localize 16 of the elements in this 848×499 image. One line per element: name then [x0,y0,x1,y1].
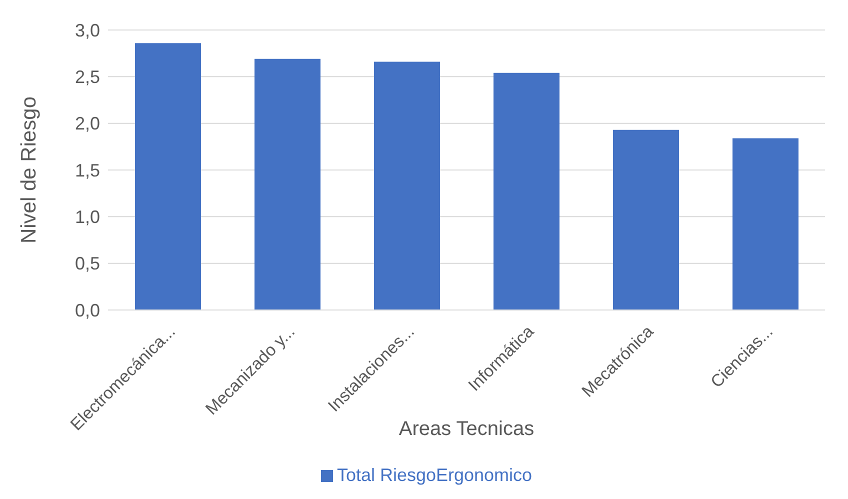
bar [613,130,679,310]
bar [135,43,201,310]
x-axis-title: Areas Tecnicas [398,418,534,440]
y-tick-label: 1,5 [74,160,100,180]
y-axis-title: Nivel de Riesgo [17,96,40,244]
y-tick-label: 0,0 [74,300,100,320]
bar [732,138,798,310]
y-tick-label: 2,0 [74,114,100,134]
y-tick-label: 0,5 [74,254,100,274]
bar [374,62,440,310]
y-tick-label: 3,0 [74,20,100,40]
bar [254,58,320,310]
y-tick-label: 2,5 [74,67,100,88]
y-tick-label: 1,0 [74,207,100,228]
bar [494,72,560,310]
legend-label: Total RiesgoErgonomico [336,465,532,485]
